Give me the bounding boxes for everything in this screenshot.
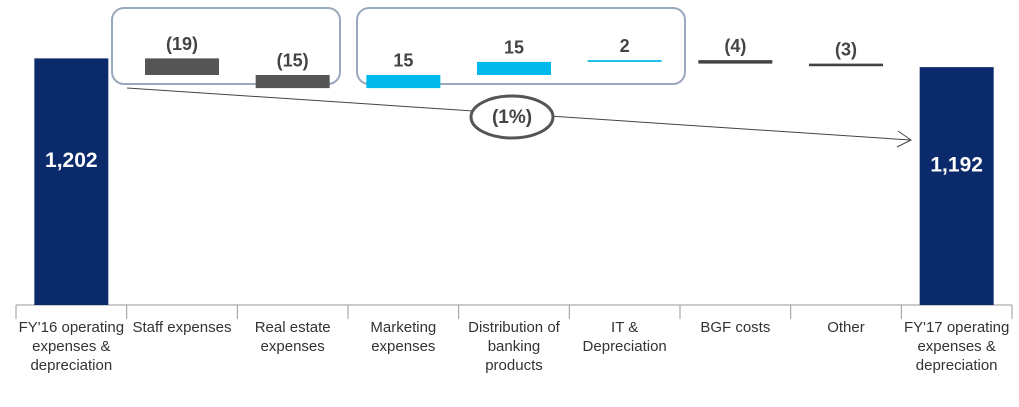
bar <box>698 60 773 64</box>
value-label: (4) <box>724 36 746 56</box>
value-label: (19) <box>166 34 198 54</box>
bar <box>809 63 883 67</box>
value-label: 1,192 <box>930 154 983 177</box>
change-ellipse <box>469 94 555 140</box>
arrow-head <box>896 130 912 148</box>
value-label: (15) <box>277 51 309 71</box>
x-tick-label: BGF costs <box>700 319 771 336</box>
x-tick-label: Distribution of banking products <box>468 319 560 374</box>
bar <box>34 58 109 305</box>
change-label: (1%) <box>492 107 532 128</box>
x-tick-label: Marketing expenses <box>370 319 437 355</box>
x-tick-label: FY'17 operating expenses & depreciation <box>903 319 1010 374</box>
value-label: 2 <box>620 36 630 56</box>
value-label: 15 <box>393 51 413 71</box>
group-box <box>111 7 341 85</box>
value-label: (3) <box>835 39 857 59</box>
bar <box>919 67 994 305</box>
bar <box>477 61 551 75</box>
x-tick-label: FY'16 operating expenses & depreciation <box>18 319 125 374</box>
x-tick-label: IT & Depreciation <box>582 319 667 355</box>
bar <box>255 74 330 89</box>
bar <box>587 60 662 62</box>
group-box <box>356 7 686 85</box>
x-tick-label: Other <box>827 319 865 336</box>
bar <box>145 58 219 75</box>
x-tick-label: Staff expenses <box>132 319 232 336</box>
value-label: 1,202 <box>45 149 98 172</box>
x-tick-label: Real estate expenses <box>254 319 331 355</box>
value-label: 15 <box>504 38 524 58</box>
bar <box>366 74 441 89</box>
